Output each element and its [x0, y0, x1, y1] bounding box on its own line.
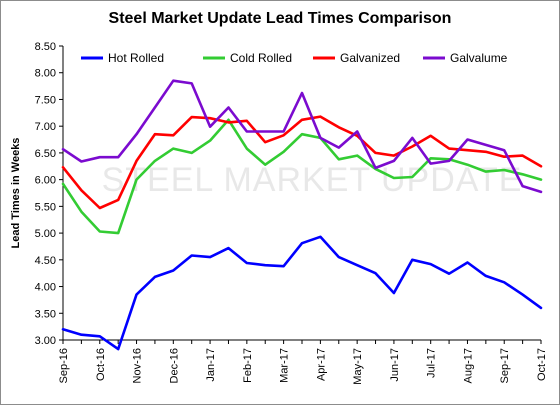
series-line-hot-rolled [61, 235, 543, 351]
y-tick-label: 3.00 [35, 335, 56, 347]
chart-title: Steel Market Update Lead Times Compariso… [108, 10, 452, 27]
y-tick-label: 7.00 [35, 121, 56, 133]
y-tick-label: 4.50 [35, 255, 56, 267]
y-tick-label: 7.50 [35, 94, 56, 106]
x-tick-label: Nov-16 [132, 348, 144, 383]
x-tick-label: May-17 [352, 348, 364, 385]
x-tick-label: Aug-17 [462, 348, 474, 383]
y-axis-title: Lead Times in Weeks [10, 138, 22, 249]
x-tick-label: Mar-17 [279, 348, 291, 383]
series-line-galvalume [61, 79, 543, 194]
y-tick-label: 4.00 [35, 282, 56, 294]
x-tick-label: Dec-16 [168, 348, 180, 383]
series-line-galvanized [61, 115, 543, 210]
legend-label-galvalume: Galvalume [450, 51, 508, 65]
watermark-text: STEEL MARKET UPDATE [102, 161, 523, 199]
y-tick-label: 6.00 [35, 175, 56, 187]
legend-label-cold-rolled: Cold Rolled [230, 51, 292, 65]
y-tick-label: 6.50 [35, 148, 56, 160]
y-tick-label: 3.50 [35, 308, 56, 320]
x-tick-label: Feb-17 [242, 348, 254, 383]
series-line-cold-rolled [61, 118, 543, 235]
y-tick-label: 8.00 [35, 68, 56, 80]
legend-label-galvanized: Galvanized [340, 51, 400, 65]
x-tick-label: Sep-17 [499, 348, 511, 383]
x-tick-label: Jul-17 [426, 348, 438, 378]
x-tick-label: Jan-17 [205, 348, 217, 382]
y-tick-label: 5.00 [35, 228, 56, 240]
x-tick-label: Oct-17 [536, 348, 548, 381]
x-tick-label: Sep-16 [58, 348, 70, 383]
y-tick-label: 8.50 [35, 41, 56, 53]
x-tick-label: Apr-17 [315, 348, 327, 381]
x-tick-label: Jun-17 [389, 348, 401, 382]
x-tick-label: Oct-16 [95, 348, 107, 381]
legend-label-hot-rolled: Hot Rolled [108, 51, 164, 65]
y-tick-label: 5.50 [35, 201, 56, 213]
